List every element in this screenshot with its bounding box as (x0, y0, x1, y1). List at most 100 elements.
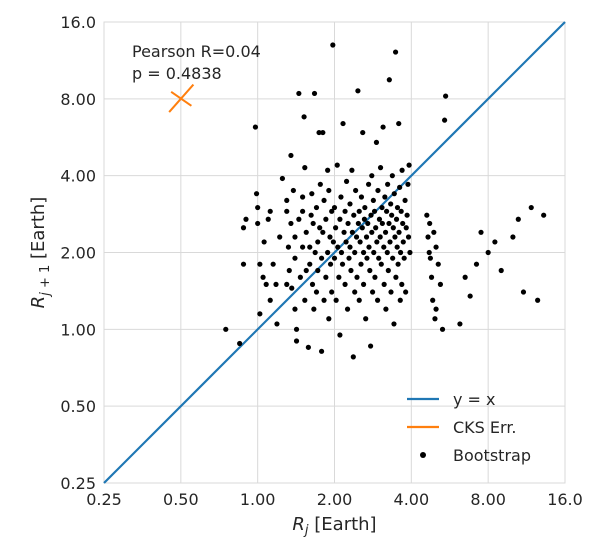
bootstrap-point (431, 229, 437, 235)
bootstrap-point (333, 225, 339, 231)
bootstrap-point (405, 234, 412, 240)
y-axis-label: Rj + 1 [Earth] (28, 197, 53, 309)
bootstrap-point (369, 173, 375, 179)
svg-text:Rj [Earth]: Rj [Earth] (292, 514, 376, 538)
bootstrap-point (323, 274, 329, 280)
bootstrap-point (357, 239, 363, 245)
bootstrap-point (405, 181, 411, 187)
bootstrap-point (426, 249, 432, 256)
bootstrap-point (296, 216, 302, 222)
x-tick-label: 8.00 (470, 490, 506, 509)
bootstrap-point (302, 165, 308, 171)
bootstrap-point (286, 267, 292, 274)
bootstrap-point (257, 311, 263, 317)
bootstrap-point (389, 212, 395, 218)
y-tick-label: 2.00 (60, 244, 96, 263)
bootstrap-point (394, 244, 400, 250)
bootstrap-point (381, 281, 387, 287)
bootstrap-point (337, 332, 343, 338)
bootstrap-point (253, 191, 260, 197)
bootstrap-point (541, 212, 547, 218)
bootstrap-point (403, 289, 409, 295)
legend-label-identity: y = x (453, 390, 496, 409)
bootstrap-point (350, 354, 356, 360)
bootstrap-point (381, 244, 387, 250)
bootstrap-point (432, 316, 438, 322)
y-tick-label: 0.25 (60, 474, 96, 493)
bootstrap-point (338, 194, 344, 200)
bootstrap-point (353, 187, 359, 194)
bootstrap-point (404, 212, 410, 218)
bootstrap-point (363, 234, 370, 240)
bootstrap-points (223, 42, 547, 360)
bootstrap-point (301, 114, 307, 120)
identity-line (103, 21, 566, 484)
legend: y = x CKS Err. Bootstrap (407, 390, 531, 465)
bootstrap-point (355, 88, 361, 94)
bootstrap-point (317, 181, 323, 187)
bootstrap-point (330, 42, 336, 48)
bootstrap-point (375, 187, 381, 194)
bootstrap-point (390, 255, 396, 261)
bootstrap-point (424, 212, 430, 218)
bootstrap-point (361, 216, 368, 222)
bootstrap-point (315, 267, 321, 274)
bootstrap-point (390, 225, 396, 231)
bootstrap-point (457, 321, 463, 327)
bootstrap-point (362, 204, 368, 211)
bootstrap-point (383, 208, 390, 214)
bootstrap-point (290, 187, 296, 194)
bootstrap-point (467, 293, 473, 299)
bootstrap-point (427, 255, 433, 261)
bootstrap-point (302, 297, 308, 303)
bootstrap-point (353, 234, 360, 240)
bootstrap-point (341, 229, 347, 235)
bootstrap-point (325, 167, 331, 173)
bootstrap-point (385, 267, 391, 274)
bootstrap-point (339, 261, 346, 267)
bootstrap-point (371, 249, 377, 256)
bootstrap-point (396, 229, 402, 235)
bootstrap-point (377, 234, 383, 240)
bootstrap-point (342, 208, 348, 214)
bootstrap-point (354, 274, 360, 280)
bootstrap-point (406, 162, 412, 168)
bootstrap-point (400, 220, 406, 227)
bootstrap-point (435, 261, 441, 267)
bootstrap-point (312, 249, 318, 256)
bootstrap-point (263, 281, 269, 287)
bootstrap-point (223, 326, 229, 332)
bootstrap-point (334, 162, 340, 168)
bootstrap-point (437, 281, 444, 287)
bootstrap-point (321, 297, 327, 303)
bootstrap-point (385, 181, 391, 187)
x-tick-label: 0.25 (86, 490, 122, 509)
y-tick-label: 0.50 (60, 397, 96, 416)
bootstrap-point (391, 321, 397, 327)
bootstrap-point (252, 124, 259, 130)
bootstrap-point (240, 261, 247, 267)
bootstrap-point (383, 306, 389, 312)
bootstrap-point (240, 225, 247, 231)
bootstrap-point (384, 249, 390, 256)
bootstrap-point (326, 187, 332, 194)
bootstrap-point (288, 152, 294, 159)
bootstrap-point (398, 208, 404, 214)
bootstrap-point (284, 197, 290, 204)
bootstrap-point (352, 289, 358, 295)
bootstrap-point (336, 274, 342, 280)
bootstrap-point (391, 191, 397, 197)
bootstrap-point (279, 175, 286, 182)
bootstrap-point (382, 194, 388, 200)
legend-label-cks: CKS Err. (453, 418, 517, 437)
bootstrap-point (439, 326, 446, 332)
bootstrap-point (292, 306, 298, 312)
bootstrap-point (349, 167, 355, 173)
x-axis-label: Rj [Earth] (292, 514, 376, 538)
bootstrap-point (273, 281, 279, 287)
bootstrap-point (386, 77, 392, 83)
bootstrap-point (356, 297, 362, 303)
bootstrap-point (293, 338, 300, 344)
bootstrap-point (318, 255, 325, 261)
